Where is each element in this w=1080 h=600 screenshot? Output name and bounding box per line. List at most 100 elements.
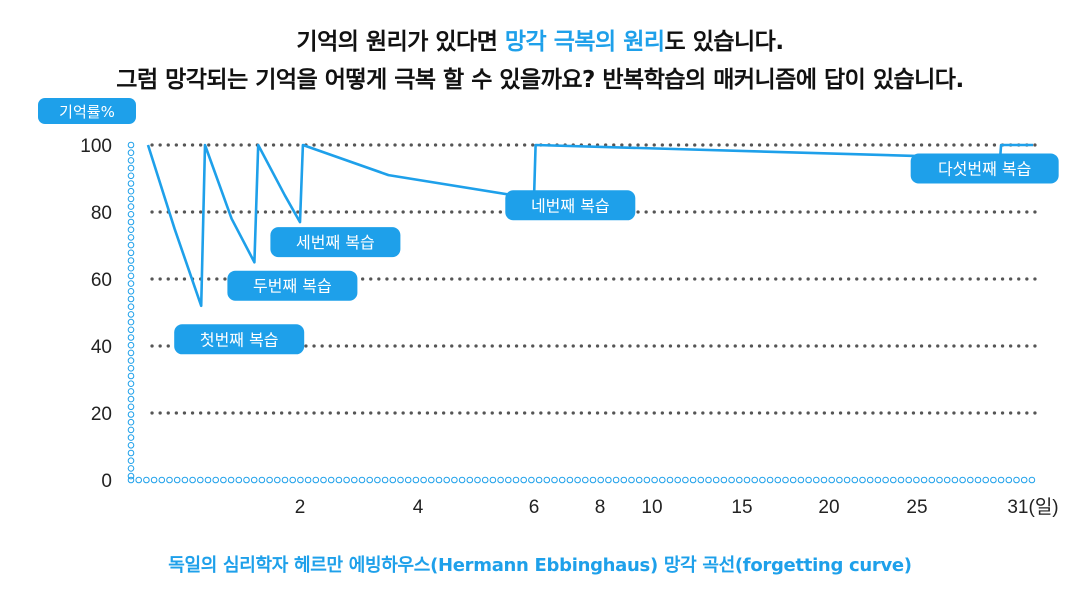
- x-axis-dot: [751, 476, 759, 484]
- y-axis-dot: [127, 380, 135, 388]
- x-axis-dot: [304, 476, 312, 484]
- x-axis-dot: [374, 476, 381, 484]
- y-axis-dot: [127, 411, 135, 418]
- headline-line-1: 기억의 원리가 있다면 망각 극복의 원리도 있습니다.: [0, 22, 1080, 56]
- x-axis-dot: [643, 476, 651, 484]
- x-axis-dot: [797, 476, 805, 484]
- x-axis-dot: [166, 476, 173, 484]
- x-axis-dot: [366, 476, 374, 484]
- x-axis-dot: [258, 476, 266, 484]
- x-axis-dot: [1020, 476, 1028, 484]
- x-axis-dot: [443, 476, 451, 484]
- review-label-pill: [270, 227, 401, 258]
- y-axis-dot: [127, 395, 135, 403]
- x-axis-dot: [720, 476, 728, 484]
- y-axis-dot: [127, 449, 135, 457]
- x-axis-dot: [451, 476, 458, 484]
- y-axis-dot: [127, 257, 135, 264]
- headline-line-1-before: 기억의 원리가 있다면: [296, 29, 505, 55]
- review-label: 세번째 복습: [296, 233, 375, 252]
- x-axis-dot: [674, 476, 682, 484]
- x-axis-dot: [582, 476, 589, 484]
- x-axis-dot: [820, 476, 828, 484]
- x-axis-dot: [997, 476, 1005, 484]
- x-tick-label: 6: [529, 497, 540, 518]
- x-axis-dot: [551, 476, 558, 484]
- x-axis-dot: [612, 476, 620, 484]
- y-tick-label: 20: [91, 404, 112, 425]
- x-axis-dot: [243, 476, 250, 484]
- x-axis-dot: [774, 476, 782, 484]
- y-tick-label: 80: [91, 203, 112, 224]
- y-axis-dot: [127, 465, 135, 472]
- y-axis-dot: [127, 149, 135, 156]
- x-axis-dot: [805, 476, 812, 484]
- y-axis-dot: [127, 172, 135, 180]
- x-axis-dot: [728, 476, 735, 484]
- y-axis-dot: [127, 311, 135, 318]
- x-tick-label: 31(일): [1007, 496, 1058, 518]
- y-axis-label: 기억률%: [59, 103, 115, 121]
- x-axis-dot: [813, 476, 820, 484]
- x-axis-dot: [235, 476, 243, 484]
- x-axis-dot: [635, 476, 643, 484]
- x-axis-dot: [281, 476, 289, 484]
- x-axis-dot: [1013, 476, 1020, 484]
- y-axis-dot: [127, 326, 135, 334]
- y-axis-dot: [127, 249, 135, 257]
- y-axis-dot: [127, 226, 135, 233]
- y-axis-dot: [127, 426, 135, 434]
- x-axis-dot: [959, 476, 966, 484]
- x-axis-dot: [435, 476, 443, 484]
- x-axis-dot: [320, 476, 327, 484]
- x-axis-dot: [420, 476, 427, 484]
- x-axis-dot: [982, 476, 990, 484]
- x-axis-dot: [859, 476, 866, 484]
- x-axis-dot: [343, 476, 350, 484]
- x-axis-dot: [412, 476, 420, 484]
- y-axis-dot: [127, 403, 135, 411]
- y-axis-dot: [127, 203, 135, 210]
- x-axis-dot: [890, 476, 897, 484]
- review-label: 첫번째 복습: [200, 330, 279, 349]
- x-tick-label: 25: [906, 497, 927, 518]
- y-axis-dot: [127, 418, 135, 426]
- x-axis-dot: [874, 476, 882, 484]
- x-axis-dot: [389, 476, 397, 484]
- review-label: 두번째 복습: [253, 277, 332, 296]
- y-axis-dot: [127, 164, 135, 172]
- x-axis-dot: [913, 476, 920, 484]
- x-axis-dot: [597, 476, 605, 484]
- y-tick-label: 40: [91, 337, 112, 358]
- x-axis-dot: [173, 476, 181, 484]
- x-axis-dot: [266, 476, 273, 484]
- chart-caption: 독일의 심리학자 헤르만 에빙하우스(Hermann Ebbinghaus) 망…: [168, 555, 912, 576]
- y-axis-dot: [127, 303, 135, 311]
- x-axis-dot: [212, 476, 219, 484]
- y-axis-dot: [127, 211, 135, 218]
- x-axis-dot: [297, 476, 304, 484]
- x-axis-dot: [666, 476, 674, 484]
- x-axis-dot: [574, 476, 581, 484]
- x-axis-dot: [512, 476, 520, 484]
- x-axis-dot: [951, 476, 959, 484]
- y-tick-label: 100: [80, 136, 112, 157]
- y-axis-dot: [127, 141, 135, 149]
- x-axis-dot: [990, 476, 997, 484]
- x-axis-dot: [967, 476, 974, 484]
- x-axis-dot: [1005, 476, 1013, 484]
- x-axis-dot: [181, 476, 189, 484]
- x-axis-dot: [458, 476, 466, 484]
- x-axis-dot: [943, 476, 951, 484]
- x-axis-dot: [566, 476, 574, 484]
- x-tick-label: 4: [413, 497, 424, 518]
- x-axis-dot: [481, 476, 489, 484]
- y-axis-dot: [127, 457, 135, 465]
- x-axis-dot: [335, 476, 343, 484]
- x-axis-dot: [520, 476, 528, 484]
- x-axis-dot: [204, 476, 212, 484]
- x-axis-dot: [474, 476, 481, 484]
- x-axis-dot: [250, 476, 258, 484]
- x-axis-dot: [143, 476, 150, 484]
